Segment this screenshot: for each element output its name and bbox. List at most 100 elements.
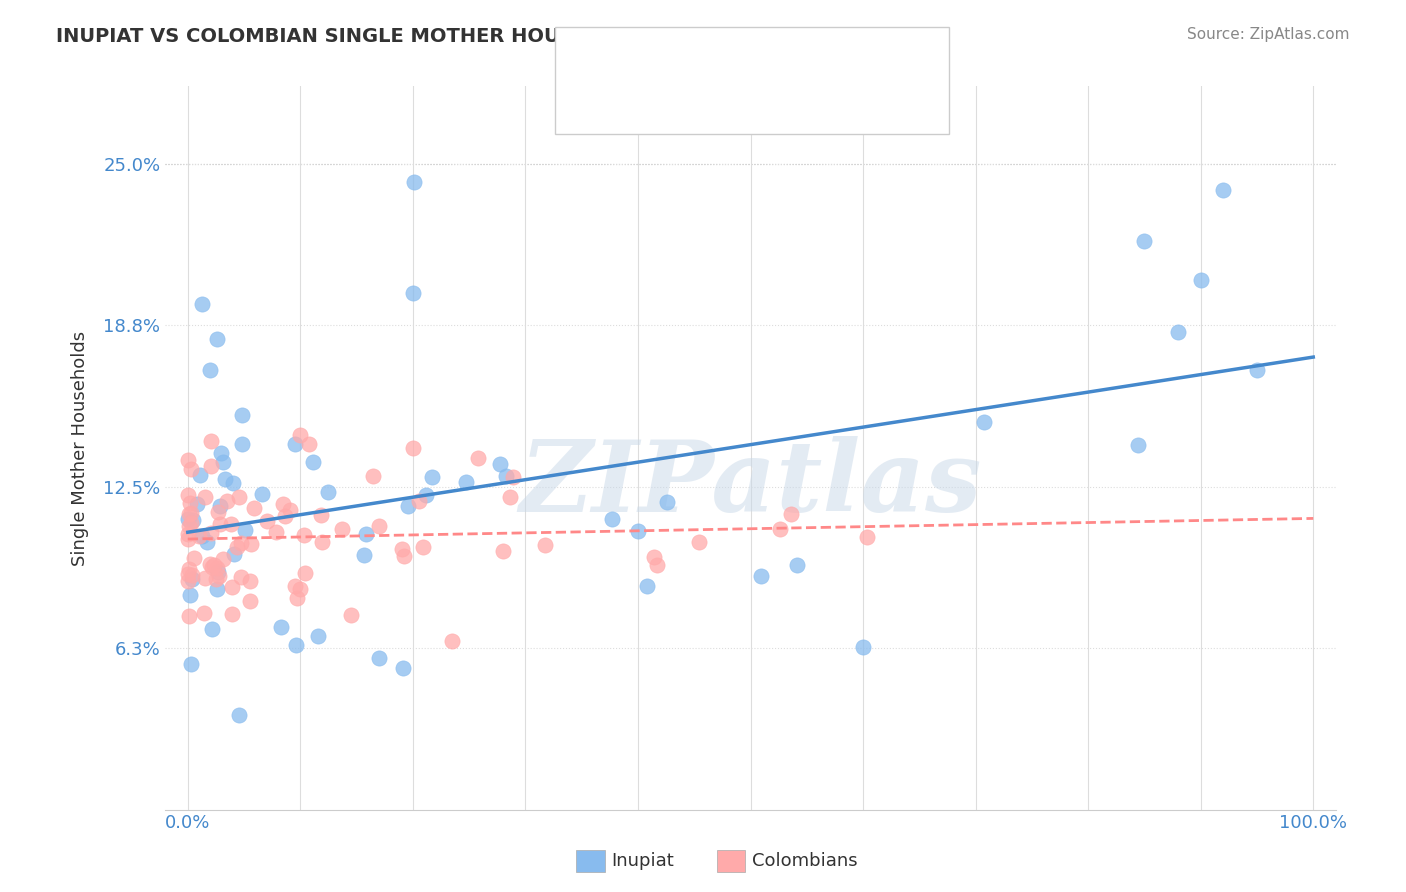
Point — [208, 568, 231, 582]
Point — [208, 517, 231, 532]
Point — [270, 620, 292, 634]
Point — [284, 638, 307, 652]
Point — [368, 519, 391, 533]
Point — [179, 496, 201, 510]
Point — [1167, 325, 1189, 339]
Point — [973, 415, 995, 429]
Point — [183, 550, 205, 565]
Text: Colombians: Colombians — [752, 852, 858, 870]
Point — [214, 472, 236, 486]
Point — [284, 579, 307, 593]
Text: Source: ZipAtlas.com: Source: ZipAtlas.com — [1187, 27, 1350, 42]
Point — [391, 541, 413, 556]
Point — [177, 507, 200, 521]
Point — [311, 534, 333, 549]
Point — [188, 468, 211, 483]
Point — [284, 436, 307, 450]
Point — [205, 582, 228, 596]
Point — [201, 560, 224, 574]
Point — [1133, 235, 1156, 249]
Point — [219, 517, 242, 532]
Point — [489, 457, 512, 471]
Point — [180, 573, 202, 587]
Point — [195, 535, 218, 549]
Point — [191, 529, 214, 543]
Point — [285, 591, 308, 605]
Point — [180, 516, 202, 530]
Point — [201, 622, 224, 636]
Point — [186, 497, 208, 511]
Point — [181, 568, 204, 582]
Point — [177, 527, 200, 541]
Point — [177, 561, 200, 575]
Point — [402, 175, 425, 189]
Point — [239, 574, 262, 588]
Point — [396, 499, 419, 513]
Point — [177, 532, 200, 546]
Point — [179, 588, 201, 602]
Point — [1212, 183, 1234, 197]
Point — [200, 557, 222, 571]
Point — [600, 512, 623, 526]
Point — [215, 494, 238, 508]
Y-axis label: Single Mother Households: Single Mother Households — [72, 330, 89, 566]
Point — [502, 469, 524, 483]
Point — [239, 593, 262, 607]
Point — [194, 490, 217, 504]
Point — [274, 508, 297, 523]
Point — [1246, 363, 1268, 377]
Point — [330, 522, 353, 536]
Point — [408, 494, 430, 508]
Point — [207, 561, 229, 575]
Point — [420, 470, 443, 484]
Point — [221, 580, 243, 594]
Text: R =  0.342: R = 0.342 — [621, 30, 725, 50]
Point — [271, 497, 294, 511]
Point — [779, 507, 801, 521]
Point — [231, 408, 253, 422]
Point — [454, 475, 477, 490]
Point — [1128, 437, 1150, 451]
Point — [240, 537, 263, 551]
Point — [467, 450, 489, 465]
Point — [200, 363, 222, 377]
Point — [316, 484, 339, 499]
Point — [177, 574, 200, 588]
Text: R =  0.162: R = 0.162 — [621, 88, 725, 108]
Point — [200, 525, 222, 540]
Point — [298, 437, 321, 451]
Point — [200, 434, 222, 448]
Point — [202, 558, 225, 573]
Point — [636, 579, 658, 593]
Point — [209, 446, 232, 460]
Point — [499, 491, 522, 505]
Point — [440, 634, 463, 648]
Text: ZIPatlas: ZIPatlas — [519, 436, 981, 533]
Point — [231, 569, 253, 583]
Point — [212, 455, 235, 469]
Point — [177, 512, 200, 526]
Point — [749, 569, 772, 583]
Point — [221, 607, 243, 621]
Point — [208, 499, 231, 513]
Point — [294, 566, 316, 580]
Point — [207, 505, 229, 519]
Point — [412, 540, 434, 554]
Point — [855, 531, 877, 545]
Point — [256, 514, 278, 528]
Point — [655, 495, 678, 509]
Point — [402, 441, 425, 455]
Point — [368, 651, 391, 665]
Point — [302, 455, 325, 469]
Point — [177, 566, 200, 581]
Point — [190, 297, 212, 311]
Point — [228, 708, 250, 723]
Point — [205, 572, 228, 586]
Point — [193, 607, 215, 621]
Point — [180, 657, 202, 671]
Point — [391, 661, 413, 675]
Point — [226, 540, 249, 554]
Point — [222, 547, 245, 561]
Point — [177, 453, 200, 467]
Text: Inupiat: Inupiat — [612, 852, 675, 870]
